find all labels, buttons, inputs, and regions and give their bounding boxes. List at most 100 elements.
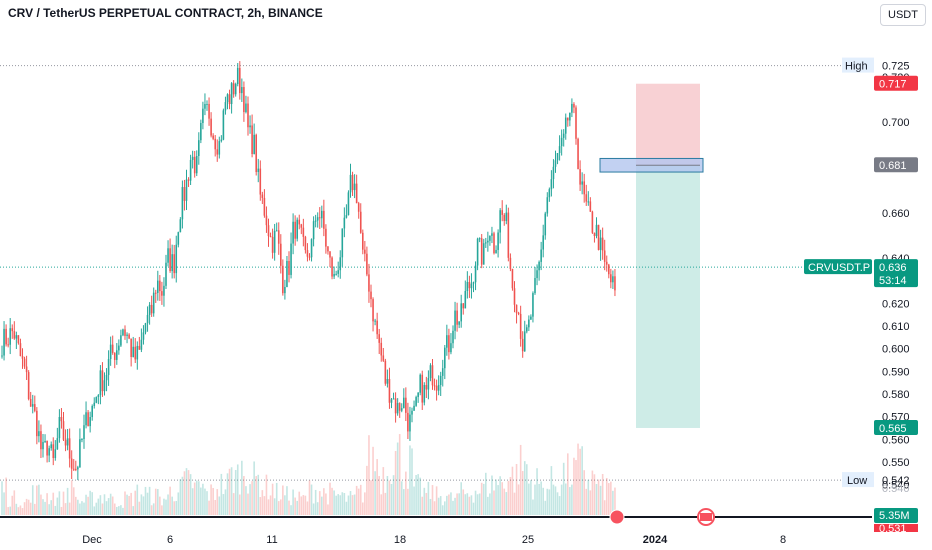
volume-bar xyxy=(120,505,122,515)
candle-body xyxy=(259,168,262,195)
volume-bar xyxy=(89,490,91,515)
candle-body xyxy=(38,431,40,437)
candle-body xyxy=(107,359,110,376)
volume-bar xyxy=(239,494,241,515)
volume-bar xyxy=(241,460,243,515)
candle-body xyxy=(562,133,565,138)
volume-bar xyxy=(482,483,485,515)
currency-button[interactable]: USDT xyxy=(880,4,926,26)
candle-body xyxy=(154,292,157,294)
volume-bar xyxy=(579,448,581,515)
time-axis[interactable]: Dec 6 11 18 25 2024 8 xyxy=(0,526,872,550)
volume-bar xyxy=(349,491,352,515)
candle-body xyxy=(72,468,75,470)
volume-bar xyxy=(116,506,118,515)
volume-bar xyxy=(144,486,147,515)
volume-bar xyxy=(224,489,227,515)
volume-bar xyxy=(495,479,497,515)
candle-body xyxy=(75,468,77,470)
candle-body xyxy=(374,320,376,322)
volume-bar xyxy=(431,485,434,515)
candle-body xyxy=(132,346,134,357)
candle-body xyxy=(605,261,608,265)
volume-bar xyxy=(64,503,67,515)
volume-bar xyxy=(130,492,132,515)
volume-bar xyxy=(392,475,395,515)
volume-bar xyxy=(277,501,280,515)
volume-bar xyxy=(345,501,348,515)
candle-body xyxy=(575,107,577,139)
candle-body xyxy=(29,399,32,407)
candle-body xyxy=(333,274,335,277)
volume-bar xyxy=(253,461,255,515)
volume-bar xyxy=(372,446,374,515)
candle-body xyxy=(296,219,298,239)
volume-bar xyxy=(610,481,612,515)
candle-body xyxy=(431,365,434,386)
y-tick-label: 0.560 xyxy=(882,434,910,446)
volume-bar xyxy=(343,492,346,515)
reference-lines xyxy=(0,65,872,481)
candle-body xyxy=(56,438,59,450)
volume-bar xyxy=(9,506,11,515)
candle-body xyxy=(249,125,251,128)
candle-body xyxy=(546,197,549,214)
candle-body xyxy=(579,169,581,185)
candle-body xyxy=(450,343,452,353)
target-tag-bg xyxy=(874,419,918,435)
volume-bar xyxy=(331,487,333,515)
time-axis-bg xyxy=(0,526,872,550)
candle-body xyxy=(581,181,583,185)
candle-body xyxy=(118,345,120,351)
candle-body xyxy=(577,138,579,170)
candle-body xyxy=(614,276,616,291)
x-tick-label: 25 xyxy=(522,534,534,546)
candle-body xyxy=(472,282,475,284)
candle-body xyxy=(167,248,169,263)
candle-body xyxy=(187,179,190,181)
volume-bar xyxy=(111,496,114,515)
volume-bar xyxy=(66,487,69,515)
volume-bar xyxy=(101,503,104,515)
candle-body xyxy=(388,379,391,403)
candle-body xyxy=(446,335,448,348)
volume-bar xyxy=(263,496,266,515)
candle-body xyxy=(583,181,585,195)
candle-body xyxy=(241,87,243,94)
volume-bar xyxy=(370,480,372,515)
volume-bar xyxy=(507,480,510,515)
candle-body xyxy=(437,384,440,391)
volume-bar xyxy=(19,505,22,515)
candle-body xyxy=(415,397,417,406)
volume-bar xyxy=(226,473,229,515)
candle-body xyxy=(571,103,573,113)
candle-body xyxy=(409,414,411,432)
candle-body xyxy=(263,197,266,216)
volume-bar xyxy=(183,471,186,515)
candle-body xyxy=(452,330,454,344)
candle-body xyxy=(228,94,231,105)
volume-bar xyxy=(247,493,249,515)
volume-bar xyxy=(216,489,219,515)
candle-body xyxy=(99,370,102,396)
candle-body xyxy=(103,380,106,392)
candle-body xyxy=(136,345,139,360)
volume-bar xyxy=(458,493,460,515)
volume-bar xyxy=(605,477,608,515)
candle-body xyxy=(95,397,98,403)
volume-bar xyxy=(259,497,262,515)
y-tick-label: 0.700 xyxy=(882,117,910,129)
volume-bar xyxy=(122,507,124,515)
candle-body xyxy=(144,323,147,333)
volume-bar xyxy=(567,453,569,515)
volume-bar xyxy=(405,471,407,515)
candle-body xyxy=(79,439,81,468)
candle-body xyxy=(608,264,610,275)
volume-bar xyxy=(161,505,163,515)
candle-body xyxy=(236,67,239,85)
volume-bar xyxy=(444,501,446,515)
candle-body xyxy=(140,339,143,350)
volume-bar xyxy=(497,485,499,515)
candle-body xyxy=(25,366,28,373)
